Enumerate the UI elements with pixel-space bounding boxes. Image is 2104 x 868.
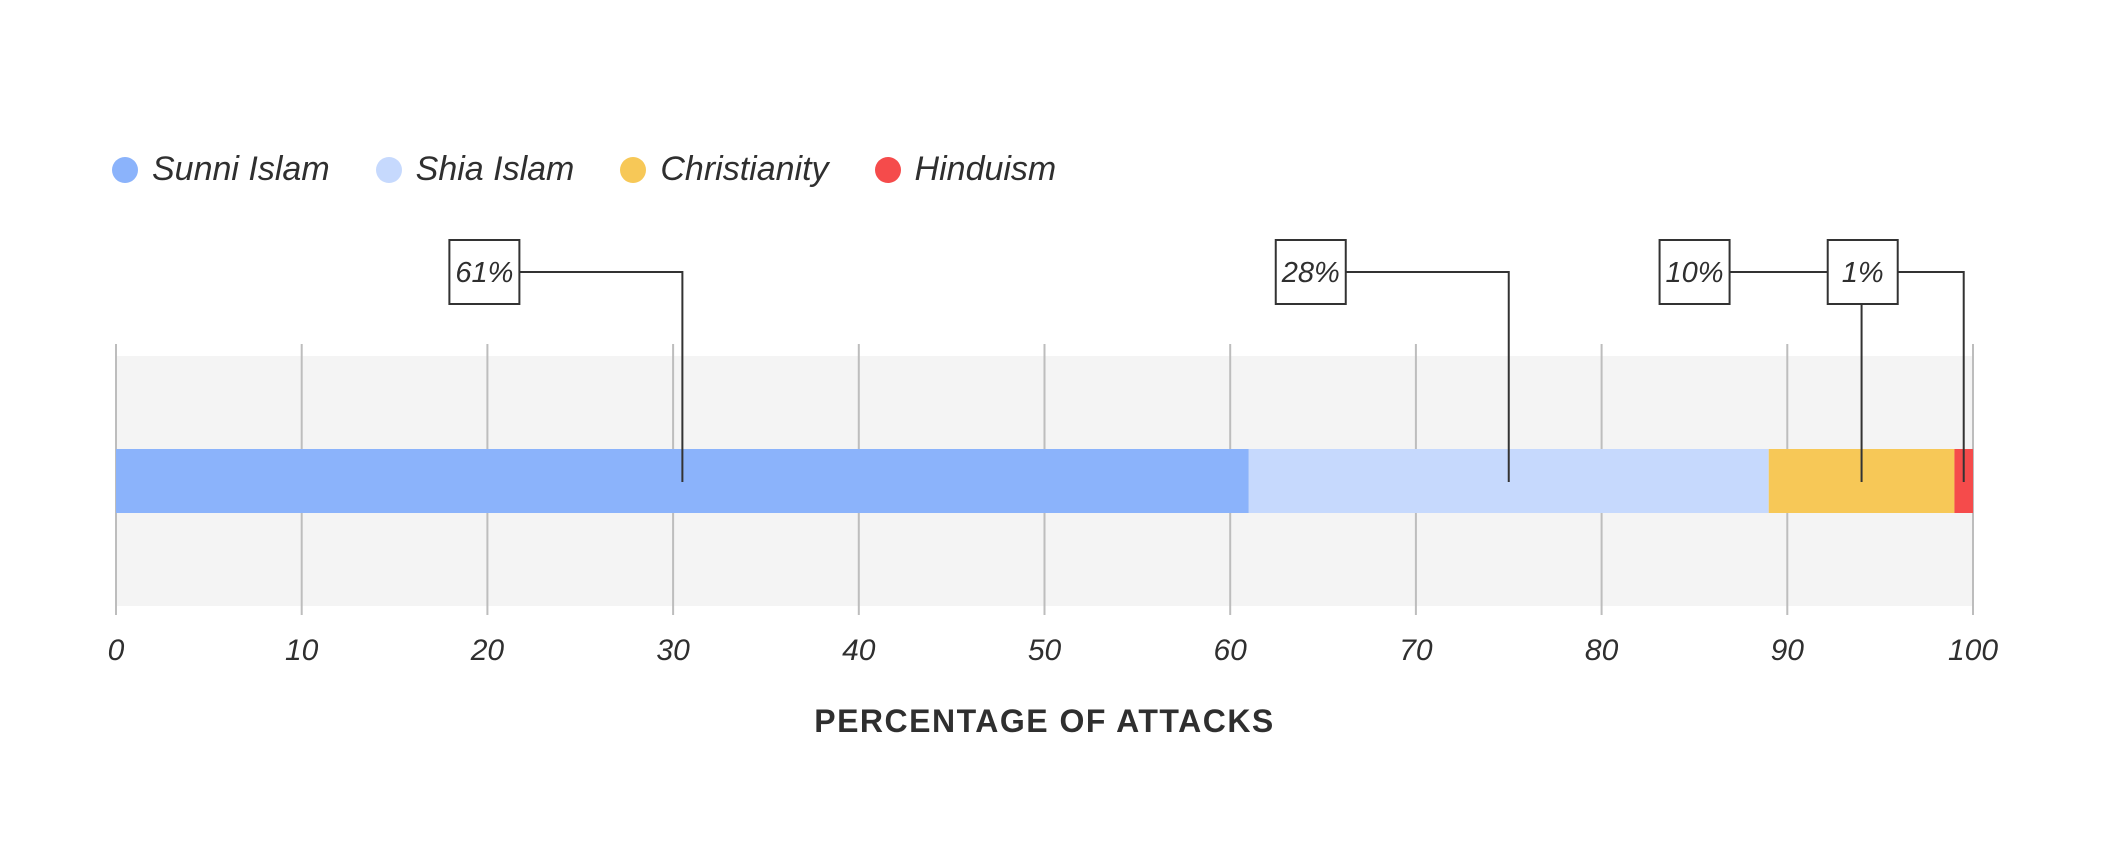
callout-label-christianity: 10% [1666,257,1724,289]
callout-box-shia-islam [1274,239,1347,305]
x-tick-label-60: 60 [1214,634,1248,667]
legend-swatch-christianity [620,156,647,183]
x-axis-title: PERCENTAGE OF ATTACKS [814,703,1275,739]
callout-label-hinduism: 1% [1842,257,1884,289]
x-tick-label-90: 90 [1771,634,1805,667]
legend-swatch-shia-islam [375,156,402,183]
x-tick-label-30: 30 [656,634,690,667]
callout-leader-shia-islam [1345,271,1510,482]
legend-item-shia-islam: Shia Islam [375,150,575,189]
x-tick-label-20: 20 [470,634,505,667]
callout-box-sunni-islam [448,239,521,305]
legend-swatch-hinduism [874,156,901,183]
x-tick-label-50: 50 [1028,634,1062,667]
callout-label-shia-islam: 28% [1281,257,1340,289]
x-tick-label-80: 80 [1585,634,1619,667]
callout-leader-hinduism [1897,271,1965,482]
x-tick-label-0: 0 [108,634,125,667]
legend: Sunni Islam Shia Islam Christianity Hind… [112,150,1102,189]
callout-box-hinduism [1826,239,1899,305]
legend-item-sunni-islam: Sunni Islam [112,150,330,189]
callout-box-christianity [1658,239,1731,305]
x-tick-label-10: 10 [285,634,319,667]
callout-label-sunni-islam: 61% [455,257,513,289]
x-tick-label-100: 100 [1948,634,1998,667]
legend-item-christianity: Christianity [620,150,829,189]
legend-label-shia-islam: Shia Islam [415,150,575,188]
x-tick-label-70: 70 [1399,634,1433,667]
legend-item-hinduism: Hinduism [874,150,1057,189]
callout-leader-sunni-islam [519,271,684,482]
legend-label-hinduism: Hinduism [914,150,1057,188]
x-tick-label-40: 40 [842,634,876,667]
legend-label-christianity: Christianity [660,150,829,188]
legend-swatch-sunni-islam [112,156,138,183]
legend-label-sunni-islam: Sunni Islam [152,150,330,188]
